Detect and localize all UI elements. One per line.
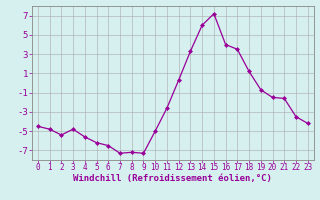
X-axis label: Windchill (Refroidissement éolien,°C): Windchill (Refroidissement éolien,°C) xyxy=(73,174,272,183)
